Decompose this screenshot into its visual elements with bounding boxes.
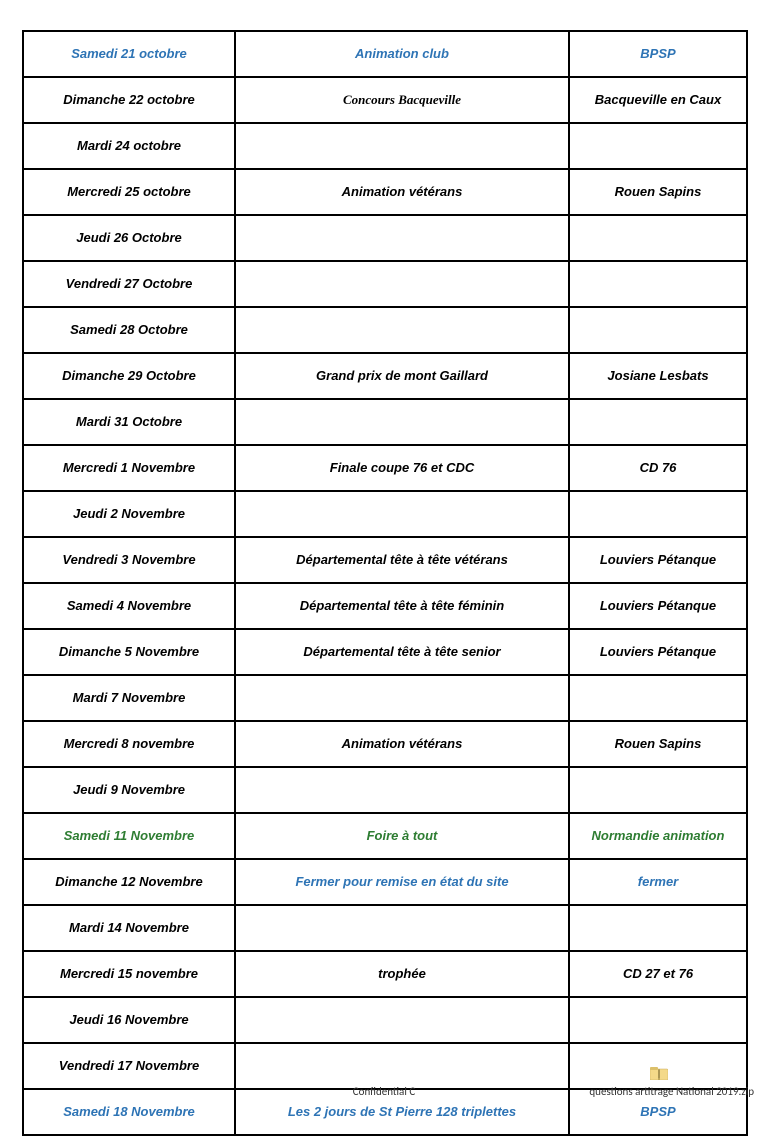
date-cell: Vendredi 3 Novembre xyxy=(23,537,235,583)
footer: Confidential C questions artitrage Natio… xyxy=(0,1062,768,1102)
table-row: Vendredi 27 Octobre xyxy=(23,261,747,307)
event-cell: Animation club xyxy=(235,31,569,77)
event-cell: Fermer pour remise en état du site xyxy=(235,859,569,905)
event-cell xyxy=(235,905,569,951)
table-row: Samedi 21 octobreAnimation clubBPSP xyxy=(23,31,747,77)
event-cell: Départemental tête à tête vétérans xyxy=(235,537,569,583)
location-cell: Josiane Lesbats xyxy=(569,353,747,399)
page: Samedi 21 octobreAnimation clubBPSPDiman… xyxy=(0,0,768,1108)
date-cell: Mardi 7 Novembre xyxy=(23,675,235,721)
date-cell: Samedi 28 Octobre xyxy=(23,307,235,353)
table-row: Mardi 7 Novembre xyxy=(23,675,747,721)
table-row: Dimanche 12 NovembreFermer pour remise e… xyxy=(23,859,747,905)
location-cell xyxy=(569,767,747,813)
event-cell xyxy=(235,307,569,353)
date-cell: Samedi 4 Novembre xyxy=(23,583,235,629)
date-cell: Mercredi 1 Novembre xyxy=(23,445,235,491)
event-cell: Départemental tête à tête féminin xyxy=(235,583,569,629)
date-cell: Dimanche 29 Octobre xyxy=(23,353,235,399)
date-cell: Mardi 14 Novembre xyxy=(23,905,235,951)
table-row: Mercredi 1 NovembreFinale coupe 76 et CD… xyxy=(23,445,747,491)
zip-folder-icon xyxy=(650,1066,668,1080)
location-cell: CD 27 et 76 xyxy=(569,951,747,997)
location-cell xyxy=(569,491,747,537)
event-cell: Concours Bacqueville xyxy=(235,77,569,123)
table-row: Vendredi 3 NovembreDépartemental tête à … xyxy=(23,537,747,583)
table-row: Samedi 28 Octobre xyxy=(23,307,747,353)
date-cell: Jeudi 26 Octobre xyxy=(23,215,235,261)
table-row: Jeudi 2 Novembre xyxy=(23,491,747,537)
event-cell: Animation vétérans xyxy=(235,169,569,215)
table-row: Dimanche 29 OctobreGrand prix de mont Ga… xyxy=(23,353,747,399)
footer-right-text: questions artitrage National 2019.zip xyxy=(589,1085,754,1098)
table-row: Mercredi 15 novembretrophéeCD 27 et 76 xyxy=(23,951,747,997)
location-cell xyxy=(569,675,747,721)
table-row: Mercredi 25 octobreAnimation vétéransRou… xyxy=(23,169,747,215)
location-cell: fermer xyxy=(569,859,747,905)
date-cell: Jeudi 9 Novembre xyxy=(23,767,235,813)
table-row: Mardi 14 Novembre xyxy=(23,905,747,951)
table-row: Dimanche 22 octobreConcours BacquevilleB… xyxy=(23,77,747,123)
event-cell xyxy=(235,399,569,445)
event-cell xyxy=(235,997,569,1043)
event-cell: Départemental tête à tête senior xyxy=(235,629,569,675)
location-cell: Bacqueville en Caux xyxy=(569,77,747,123)
location-cell xyxy=(569,307,747,353)
date-cell: Dimanche 12 Novembre xyxy=(23,859,235,905)
event-cell: trophée xyxy=(235,951,569,997)
date-cell: Samedi 21 octobre xyxy=(23,31,235,77)
table-row: Jeudi 26 Octobre xyxy=(23,215,747,261)
table-row: Mercredi 8 novembreAnimation vétéransRou… xyxy=(23,721,747,767)
date-cell: Samedi 11 Novembre xyxy=(23,813,235,859)
event-cell xyxy=(235,261,569,307)
table-row: Samedi 11 NovembreFoire à toutNormandie … xyxy=(23,813,747,859)
location-cell: BPSP xyxy=(569,31,747,77)
date-cell: Mercredi 15 novembre xyxy=(23,951,235,997)
table-row: Mardi 31 Octobre xyxy=(23,399,747,445)
location-cell xyxy=(569,905,747,951)
table-row: Samedi 4 NovembreDépartemental tête à tê… xyxy=(23,583,747,629)
event-cell xyxy=(235,675,569,721)
location-cell xyxy=(569,261,747,307)
event-cell: Foire à tout xyxy=(235,813,569,859)
date-cell: Jeudi 2 Novembre xyxy=(23,491,235,537)
location-cell xyxy=(569,215,747,261)
date-cell: Dimanche 5 Novembre xyxy=(23,629,235,675)
schedule-table: Samedi 21 octobreAnimation clubBPSPDiman… xyxy=(22,30,748,1136)
date-cell: Jeudi 16 Novembre xyxy=(23,997,235,1043)
event-cell: Animation vétérans xyxy=(235,721,569,767)
location-cell: Normandie animation xyxy=(569,813,747,859)
date-cell: Vendredi 27 Octobre xyxy=(23,261,235,307)
location-cell: CD 76 xyxy=(569,445,747,491)
date-cell: Mercredi 8 novembre xyxy=(23,721,235,767)
event-cell: Grand prix de mont Gaillard xyxy=(235,353,569,399)
event-cell xyxy=(235,491,569,537)
location-cell xyxy=(569,997,747,1043)
date-cell: Mercredi 25 octobre xyxy=(23,169,235,215)
table-row: Jeudi 9 Novembre xyxy=(23,767,747,813)
event-cell xyxy=(235,767,569,813)
event-cell xyxy=(235,215,569,261)
event-cell xyxy=(235,123,569,169)
location-cell xyxy=(569,399,747,445)
event-cell: Finale coupe 76 et CDC xyxy=(235,445,569,491)
location-cell: Louviers Pétanque xyxy=(569,629,747,675)
location-cell: Louviers Pétanque xyxy=(569,583,747,629)
footer-center-text: Confidential C xyxy=(353,1085,415,1098)
location-cell xyxy=(569,123,747,169)
location-cell: Rouen Sapins xyxy=(569,169,747,215)
location-cell: Rouen Sapins xyxy=(569,721,747,767)
date-cell: Dimanche 22 octobre xyxy=(23,77,235,123)
date-cell: Mardi 24 octobre xyxy=(23,123,235,169)
location-cell: Louviers Pétanque xyxy=(569,537,747,583)
table-row: Jeudi 16 Novembre xyxy=(23,997,747,1043)
table-row: Mardi 24 octobre xyxy=(23,123,747,169)
date-cell: Mardi 31 Octobre xyxy=(23,399,235,445)
table-row: Dimanche 5 NovembreDépartemental tête à … xyxy=(23,629,747,675)
